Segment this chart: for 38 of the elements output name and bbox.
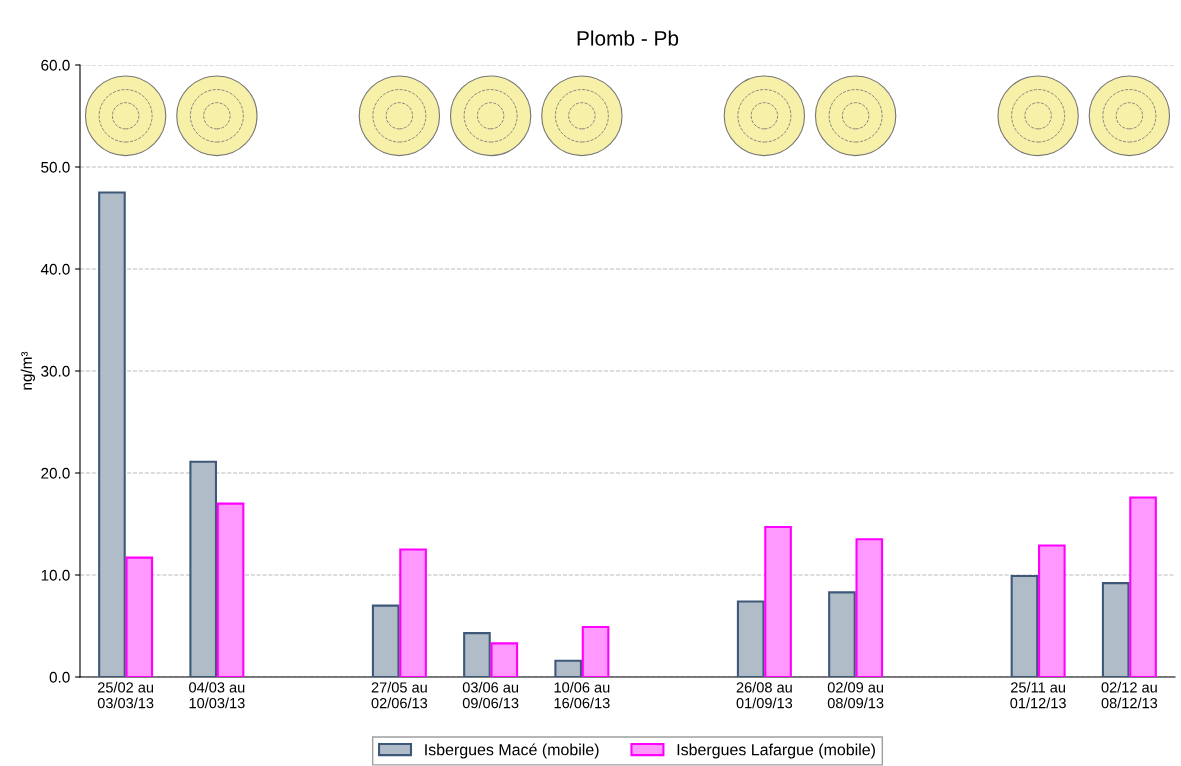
- legend-label: Isbergues Lafargue (mobile): [677, 743, 875, 759]
- chart-title: Plomb - Pb: [577, 30, 679, 46]
- bar: [1129, 496, 1157, 677]
- bar: [125, 556, 154, 677]
- y-tick-label: 10.0: [41, 569, 70, 581]
- bar: [463, 632, 491, 677]
- bar: [736, 600, 765, 677]
- legend-label: Isbergues Macé (mobile): [425, 743, 599, 759]
- x-tick-label: 10/06 au 16/06/13: [554, 681, 610, 709]
- y-tick-label: 20.0: [41, 467, 70, 479]
- x-tick-label: 25/02 au 03/03/13: [97, 681, 154, 709]
- y-tick-label: 60.0: [41, 59, 70, 71]
- x-tick-label: 26/08 au 01/09/13: [736, 681, 793, 709]
- bar: [371, 604, 400, 677]
- bar: [554, 659, 582, 677]
- y-tick-label: 40.0: [40, 263, 70, 275]
- x-tick-label: 02/09 au 08/09/13: [827, 681, 884, 709]
- bar: [189, 460, 217, 677]
- x-tick-label: 03/06 au 09/06/13: [462, 681, 519, 709]
- y-axis-title: ng/m³: [20, 351, 35, 390]
- bar: [216, 502, 245, 677]
- x-tick-label: 04/03 au 10/03/13: [189, 681, 245, 709]
- x-tick-label: 27/05 au 02/06/13: [371, 681, 428, 709]
- bar: [1038, 544, 1066, 677]
- x-tick-label: 25/11 au 01/12/13: [1010, 681, 1066, 709]
- bar: [98, 191, 126, 677]
- bar: [1101, 582, 1130, 677]
- y-tick-label: 0.0: [49, 671, 70, 683]
- bar: [828, 591, 856, 677]
- x-tick-label: 02/12 au 08/12/13: [1101, 681, 1158, 709]
- bar: [764, 526, 792, 677]
- bar: [490, 642, 519, 677]
- bar: [581, 625, 610, 677]
- y-tick-label: 50.0: [41, 161, 70, 173]
- bar: [399, 548, 427, 677]
- y-tick-label: 30.0: [41, 365, 70, 377]
- bar: [855, 538, 884, 677]
- bar: [1010, 574, 1039, 677]
